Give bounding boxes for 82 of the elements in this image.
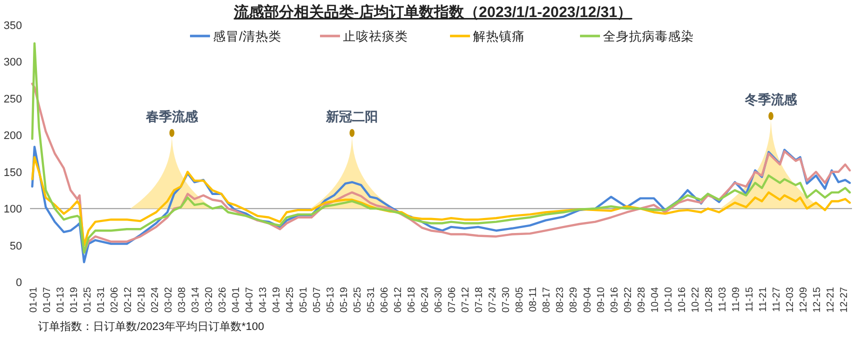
legend-label: 感冒/清热类 <box>213 30 282 44</box>
x-tick-label: 05-13 <box>326 286 337 313</box>
y-tick-label: 350 <box>4 20 22 32</box>
y-tick-label: 300 <box>4 56 22 69</box>
x-tick-label: 07-24 <box>488 286 499 313</box>
x-tick-label: 10-16 <box>676 286 688 313</box>
x-tick-label: 01-01 <box>28 286 40 313</box>
x-tick-label: 08-17 <box>542 286 553 313</box>
x-tick-label: 04-01 <box>230 286 242 313</box>
legend-label: 全身抗病毒感染 <box>603 30 694 44</box>
legend-label: 止咳祛痰类 <box>343 30 408 44</box>
y-tick-label: 150 <box>4 166 22 179</box>
x-tick-label: 03-14 <box>190 286 202 313</box>
x-tick-label: 06-12 <box>393 286 404 313</box>
x-tick-label: 12-21 <box>825 286 836 313</box>
x-tick-label: 02-24 <box>150 286 161 313</box>
x-tick-label: 03-26 <box>217 286 228 313</box>
x-tick-label: 08-05 <box>514 286 526 313</box>
x-tick-label: 10-28 <box>704 286 715 313</box>
x-tick-label: 01-31 <box>96 286 107 313</box>
x-tick-label: 04-25 <box>284 286 296 313</box>
y-tick-label: 200 <box>4 130 22 142</box>
legend-item: 全身抗病毒感染 <box>580 30 694 44</box>
legend-item: 感冒/清热类 <box>190 30 282 44</box>
x-tick-label: 12-15 <box>812 286 823 313</box>
text: 订单指数：日订单数/2023年平均日订单数*100 <box>38 320 264 333</box>
x-tick-label: 07-18 <box>474 286 486 313</box>
x-tick-label: 09-22 <box>622 286 634 313</box>
legend-label: 解热镇痛 <box>473 30 525 44</box>
x-tick-label: 01-19 <box>68 286 80 313</box>
x-tick-label: 03-20 <box>204 286 215 313</box>
y-tick-label: 50 <box>10 240 22 252</box>
x-tick-label: 01-07 <box>42 286 53 313</box>
x-tick-label: 10-22 <box>690 286 702 313</box>
x-tick-label: 01-25 <box>82 286 94 313</box>
x-tick-label: 02-18 <box>136 286 148 313</box>
y-tick-label: 250 <box>4 93 22 106</box>
x-tick-label: 07-30 <box>501 286 512 313</box>
x-tick-label: 06-30 <box>434 286 445 313</box>
x-tick-label: 08-29 <box>568 286 580 313</box>
x-tick-label: 06-06 <box>380 286 391 313</box>
annotation: 新冠二阳 <box>325 108 378 124</box>
x-tick-label: 12-27 <box>838 286 850 313</box>
x-tick-label: 12-09 <box>798 286 810 313</box>
legend-item: 解热镇痛 <box>450 30 525 44</box>
x-tick-label: 07-06 <box>447 286 458 313</box>
x-tick-label: 05-07 <box>312 286 324 313</box>
x-tick-label: 11-15 <box>744 286 756 312</box>
x-tick-label: 09-16 <box>609 286 620 313</box>
x-tick-label: 05-01 <box>298 286 310 313</box>
x-tick-label: 04-13 <box>258 286 269 313</box>
x-tick-label: 11-03 <box>717 286 728 312</box>
x-tick-label: 09-04 <box>582 286 594 313</box>
x-tick-label: 03-08 <box>176 286 188 313</box>
x-tick-label: 09-10 <box>596 286 607 313</box>
annotation: 冬季流感 <box>744 92 798 108</box>
x-tick-label: 05-19 <box>339 286 350 313</box>
x-tick-label: 02-06 <box>109 286 120 313</box>
x-tick-label: 11-21 <box>758 286 769 312</box>
x-tick-label: 06-24 <box>420 286 432 313</box>
legend-item: 止咳祛痰类 <box>320 30 408 44</box>
x-tick-label: 08-11 <box>528 286 540 312</box>
x-tick-label: 07-12 <box>460 286 472 313</box>
x-tick-label: 05-25 <box>352 286 364 313</box>
chart-title: 流感部分相关品类-店均订单数指数（2023/1/1-2023/12/31） <box>232 3 632 21</box>
x-tick-label: 08-23 <box>555 286 566 313</box>
x-tick-label: 10-04 <box>650 286 661 313</box>
y-tick-label: 100 <box>4 204 22 216</box>
x-tick-label: 01-13 <box>55 286 66 313</box>
x-tick-label: 04-07 <box>244 286 256 313</box>
x-tick-label: 06-18 <box>406 286 418 313</box>
x-tick-label: 10-10 <box>663 286 674 313</box>
x-tick-label: 11-27 <box>771 286 782 312</box>
annotation: 春季流感 <box>144 108 199 124</box>
x-tick-label: 02-12 <box>122 286 134 313</box>
x-tick-label: 11-09 <box>730 286 742 312</box>
y-tick-label: 0 <box>16 277 22 289</box>
x-tick-label: 12-03 <box>784 286 796 313</box>
x-tick-label: 04-19 <box>271 286 282 313</box>
x-tick-label: 05-31 <box>366 286 378 313</box>
x-tick-label: 09-28 <box>636 286 648 313</box>
x-tick-label: 03-02 <box>163 286 174 313</box>
